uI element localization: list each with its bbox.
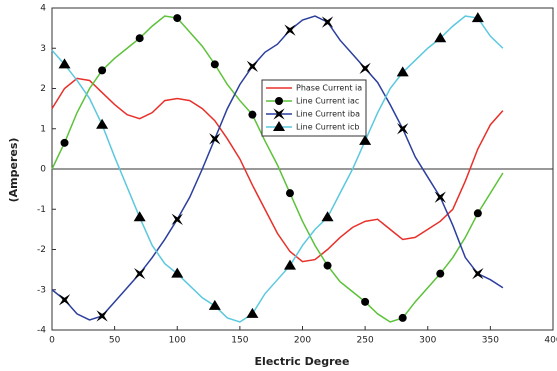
marker	[171, 267, 184, 278]
marker	[246, 307, 259, 318]
marker	[359, 62, 371, 75]
x-tick-label: 200	[294, 336, 311, 346]
x-tick-label: 100	[169, 336, 186, 346]
marker	[273, 121, 285, 131]
marker	[133, 211, 146, 222]
y-tick-label: -2	[37, 245, 46, 255]
x-tick-label: 300	[419, 336, 436, 346]
y-tick-label: 1	[40, 124, 46, 134]
marker	[96, 118, 109, 129]
y-tick-label: -1	[37, 205, 46, 215]
y-tick-label: -3	[37, 285, 46, 295]
marker	[472, 267, 484, 280]
marker	[275, 97, 283, 105]
series-line	[51, 15, 504, 321]
marker	[96, 310, 108, 322]
marker	[135, 34, 144, 43]
marker	[436, 269, 445, 278]
marker	[209, 133, 221, 145]
marker	[246, 60, 259, 73]
marker	[248, 110, 257, 119]
x-tick-label: 0	[49, 336, 55, 346]
marker	[321, 211, 334, 222]
marker	[58, 294, 71, 306]
marker	[397, 123, 409, 135]
marker	[58, 58, 71, 69]
marker	[359, 134, 372, 145]
series-line	[51, 77, 504, 263]
x-tick-label: 150	[231, 336, 248, 346]
marker	[273, 108, 285, 120]
marker	[210, 60, 219, 69]
marker	[173, 14, 182, 23]
series-line	[51, 15, 504, 323]
x-tick-label: 350	[482, 336, 499, 346]
legend-label: Phase Current ia	[296, 84, 362, 93]
marker	[323, 261, 332, 270]
marker	[471, 12, 484, 23]
marker	[60, 138, 69, 147]
y-tick-label: 0	[40, 165, 46, 175]
y-axis-label: (Amperes)	[7, 138, 20, 203]
y-tick-label: -4	[37, 326, 46, 336]
x-tick-label: 400	[544, 336, 557, 346]
x-axis-label: Electric Degree	[255, 355, 350, 368]
x-tick-label: 50	[109, 336, 121, 346]
y-tick-label: 4	[40, 4, 46, 14]
marker	[98, 66, 107, 75]
marker	[134, 267, 146, 280]
series-line	[51, 15, 504, 323]
marker	[284, 24, 296, 36]
marker	[208, 299, 221, 310]
legend-label: Line Current icb	[296, 123, 360, 132]
marker	[171, 213, 183, 225]
marker	[285, 189, 294, 198]
marker	[434, 191, 446, 203]
legend-label: Line Current iba	[296, 110, 360, 119]
marker	[321, 16, 334, 28]
marker	[434, 32, 447, 43]
marker	[283, 259, 296, 270]
y-tick-label: 2	[40, 84, 46, 94]
marker	[398, 313, 407, 322]
marker	[473, 209, 482, 218]
x-tick-label: 250	[357, 336, 374, 346]
marker	[396, 66, 409, 77]
marker	[361, 297, 370, 306]
y-tick-label: 3	[40, 44, 46, 54]
legend-label: Line Current iac	[296, 97, 359, 106]
